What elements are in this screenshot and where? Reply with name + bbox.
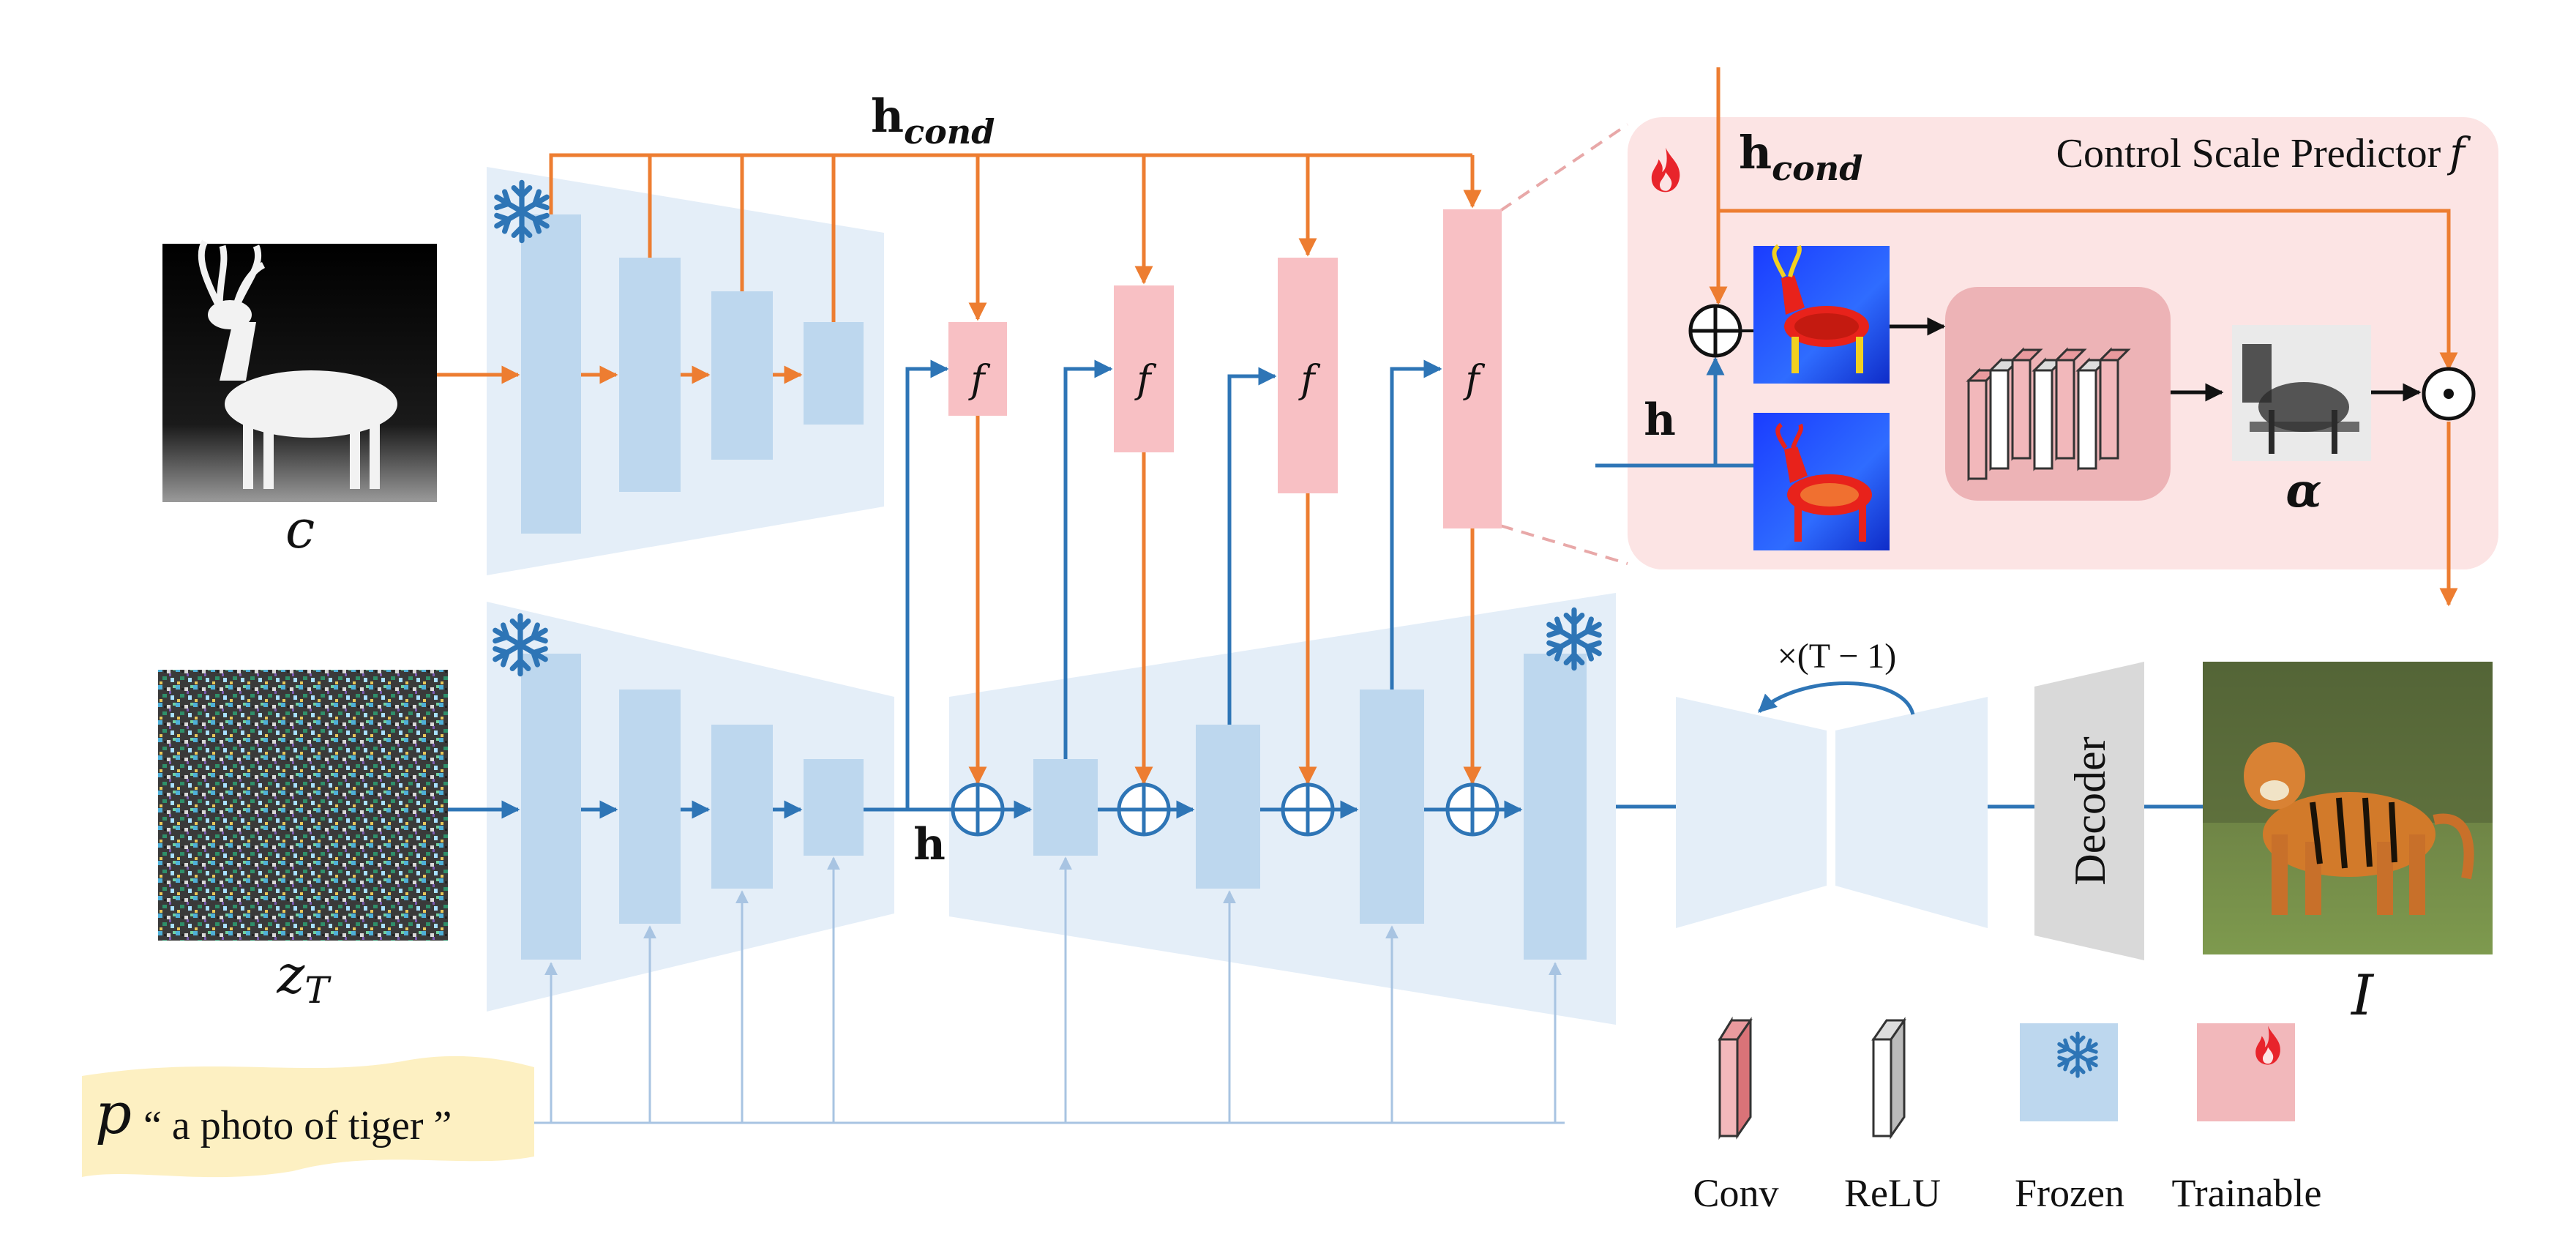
prompt-connections (534, 856, 1565, 1124)
legend-trainable-label: Trainable (2172, 1171, 2322, 1215)
prompt-box (82, 1055, 534, 1178)
control-encoder-blocks (521, 214, 864, 534)
legend-conv-label: Conv (1693, 1171, 1778, 1215)
thermal-h-image (1753, 413, 1890, 550)
unet-encoder-panel (487, 602, 894, 1012)
main-flow-connections (448, 359, 2223, 819)
unet-loop-right (1835, 697, 1988, 928)
prompt-variable: p (95, 1081, 132, 1147)
legend: Conv ReLU Frozen Trainable (1693, 1016, 2322, 1215)
prompt-text: “ a photo of tiger ” (143, 1103, 452, 1148)
legend-relu-icon (1871, 1017, 1906, 1140)
predictor-flow (1890, 317, 2422, 402)
unet-encoder-blocks (521, 654, 864, 960)
legend-frozen-swatch (2020, 1023, 2118, 1121)
latent-label: zT (276, 944, 332, 1012)
predictor-h-cond-label: hcond (1739, 126, 1862, 188)
control-encoder-panel (487, 167, 884, 575)
noise-latent-image (158, 670, 448, 941)
output-label: I (2350, 963, 2375, 1028)
output-image (2203, 662, 2493, 954)
legend-frozen-label: Frozen (2015, 1171, 2124, 1215)
depth-condition-image (162, 239, 437, 502)
cnn-layers (1966, 347, 2131, 482)
alpha-map-image (2232, 325, 2371, 461)
h-feature-label: h (913, 819, 946, 870)
multiply-operation (2422, 367, 2476, 421)
legend-conv-icon (1718, 1016, 1753, 1140)
condition-label: c (285, 498, 315, 560)
predictor-title: Control Scale Predictor f (2056, 130, 2472, 177)
legend-trainable-swatch (2197, 1023, 2295, 1121)
decoder-label: Decoder (2066, 736, 2114, 885)
predictor-h-cond-connections (1709, 67, 2458, 607)
h-cond-connections (437, 153, 1482, 785)
control-scale-blocks (948, 209, 1502, 528)
thermal-sum-image (1753, 244, 1890, 384)
unet-loop-left (1676, 697, 1827, 928)
alpha-label: α (2285, 463, 2321, 518)
legend-relu-label: ReLU (1844, 1171, 1941, 1215)
h-cond-label: hcond (871, 89, 995, 152)
loop-label: ×(T − 1) (1778, 637, 1897, 676)
unet-decoder-blocks (1033, 654, 1587, 960)
loop-arrow (1758, 681, 1915, 715)
decoder-block (2034, 662, 2144, 960)
predictor-h-label: h (1644, 395, 1676, 446)
